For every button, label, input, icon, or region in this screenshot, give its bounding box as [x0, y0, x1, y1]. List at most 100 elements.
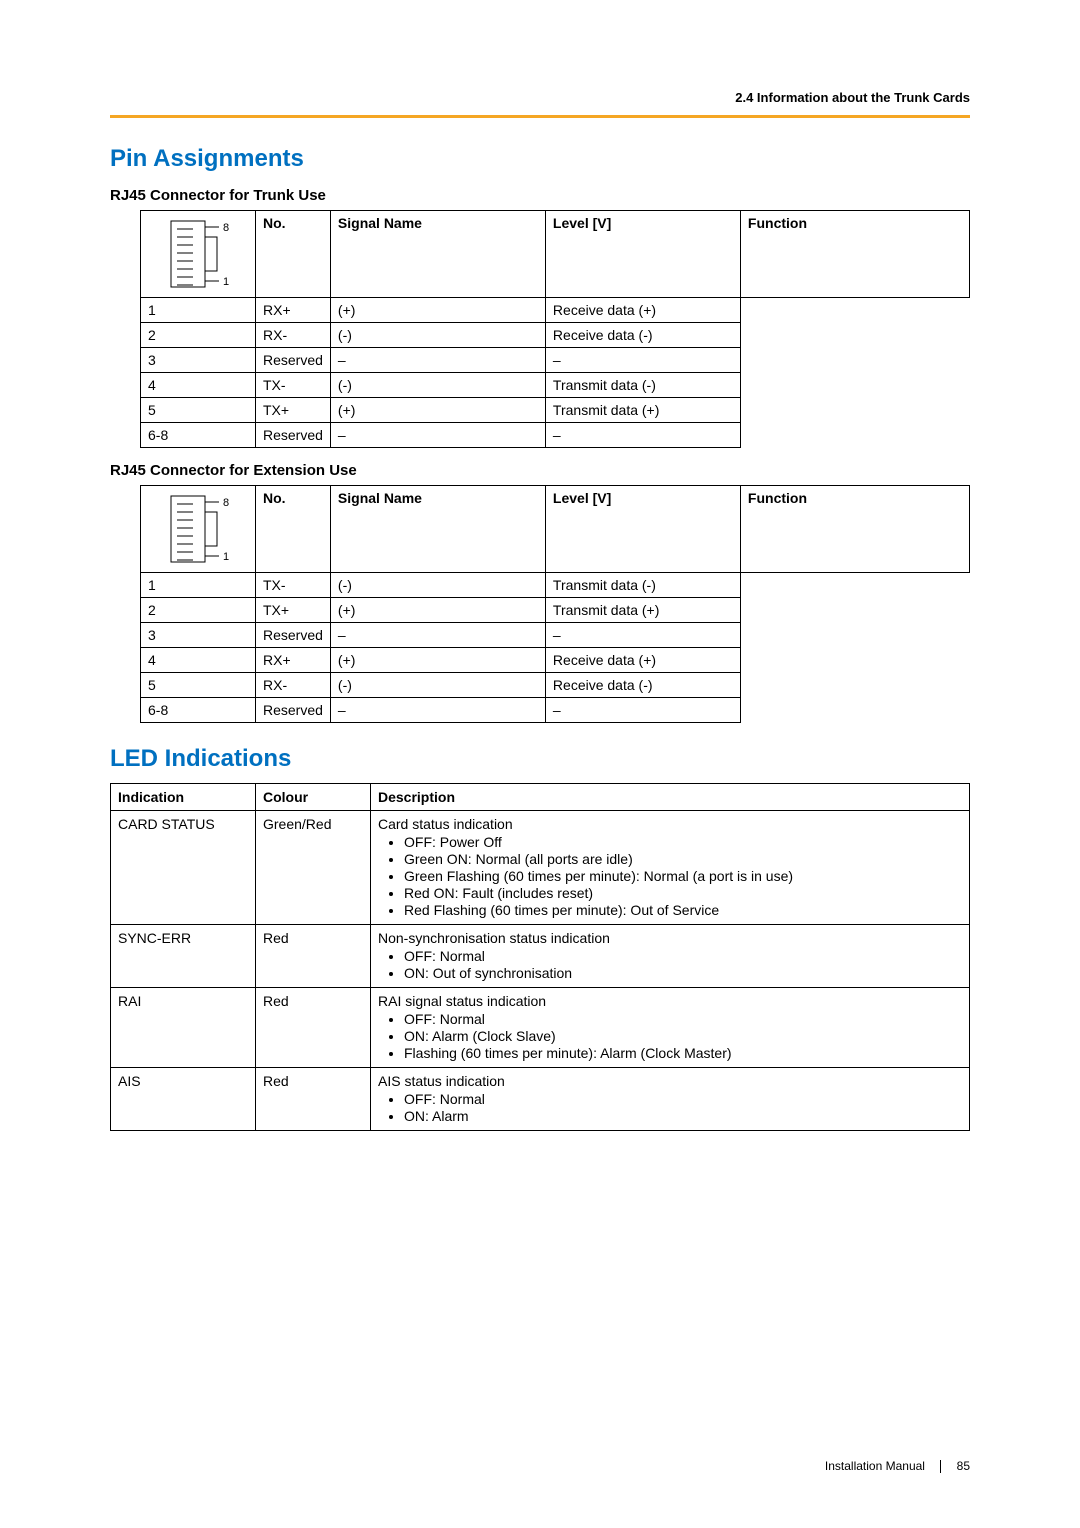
col-level: Level [V] — [545, 211, 740, 298]
cell-function: – — [545, 623, 740, 648]
cell-level: (-) — [330, 323, 545, 348]
list-item: OFF: Normal — [404, 1091, 962, 1107]
cell-level: – — [330, 698, 545, 723]
trunk-table-caption: RJ45 Connector for Trunk Use — [110, 187, 970, 204]
cell-function: Receive data (-) — [545, 673, 740, 698]
list-item: Red Flashing (60 times per minute): Out … — [404, 902, 962, 918]
cell-indication: CARD STATUS — [111, 811, 256, 925]
col-no: No. — [256, 211, 331, 298]
cell-level: (-) — [330, 573, 545, 598]
cell-indication: AIS — [111, 1068, 256, 1131]
list-item: Flashing (60 times per minute): Alarm (C… — [404, 1045, 962, 1061]
col-colour: Colour — [256, 784, 371, 811]
page-footer: Installation Manual 85 — [825, 1459, 970, 1473]
col-indication: Indication — [111, 784, 256, 811]
cell-indication: RAI — [111, 988, 256, 1068]
col-function: Function — [740, 211, 969, 298]
cell-no: 6-8 — [141, 423, 256, 448]
cell-colour: Green/Red — [256, 811, 371, 925]
cell-no: 1 — [141, 573, 256, 598]
table-row: 4 TX- (-) Transmit data (-) — [141, 373, 970, 398]
cell-function: Receive data (+) — [545, 298, 740, 323]
cell-level: (-) — [330, 673, 545, 698]
extension-pin-table: 8 1 No. Signal Name Level [V] Function 1… — [140, 485, 970, 723]
cell-no: 5 — [141, 398, 256, 423]
cell-signal: RX- — [256, 323, 331, 348]
table-row: 4 RX+ (+) Receive data (+) — [141, 648, 970, 673]
trunk-pin-table: 8 1 No. Signal Name Level [V] Function 1… — [140, 210, 970, 448]
cell-no: 4 — [141, 373, 256, 398]
svg-text:1: 1 — [223, 276, 229, 288]
cell-no: 5 — [141, 673, 256, 698]
cell-level: (+) — [330, 648, 545, 673]
cell-function: Transmit data (-) — [545, 573, 740, 598]
cell-level: (+) — [330, 298, 545, 323]
svg-text:8: 8 — [223, 497, 229, 509]
table-row: 2 RX- (-) Receive data (-) — [141, 323, 970, 348]
cell-no: 1 — [141, 298, 256, 323]
cell-signal: Reserved — [256, 623, 331, 648]
svg-text:1: 1 — [223, 551, 229, 563]
cell-no: 6-8 — [141, 698, 256, 723]
table-row: CARD STATUS Green/Red Card status indica… — [111, 811, 970, 925]
list-item: OFF: Power Off — [404, 834, 962, 850]
cell-signal: TX- — [256, 573, 331, 598]
cell-no: 3 — [141, 623, 256, 648]
footer-manual: Installation Manual — [825, 1459, 925, 1473]
list-item: OFF: Normal — [404, 1011, 962, 1027]
list-item: Green Flashing (60 times per minute): No… — [404, 868, 962, 884]
cell-description: Card status indication OFF: Power OffGre… — [371, 811, 970, 925]
cell-signal: TX+ — [256, 398, 331, 423]
cell-colour: Red — [256, 925, 371, 988]
col-no: No. — [256, 486, 331, 573]
col-function: Function — [740, 486, 969, 573]
cell-no: 2 — [141, 323, 256, 348]
list-item: Green ON: Normal (all ports are idle) — [404, 851, 962, 867]
cell-level: – — [330, 423, 545, 448]
col-signal: Signal Name — [330, 211, 545, 298]
cell-no: 3 — [141, 348, 256, 373]
list-item: ON: Alarm — [404, 1108, 962, 1124]
table-row: 1 TX- (-) Transmit data (-) — [141, 573, 970, 598]
table-row: AIS Red AIS status indication OFF: Norma… — [111, 1068, 970, 1131]
table-row: SYNC-ERR Red Non-synchronisation status … — [111, 925, 970, 988]
cell-level: (+) — [330, 398, 545, 423]
col-description: Description — [371, 784, 970, 811]
led-table: Indication Colour Description CARD STATU… — [110, 783, 970, 1131]
cell-signal: Reserved — [256, 348, 331, 373]
cell-level: (+) — [330, 598, 545, 623]
table-row: 1 RX+ (+) Receive data (+) — [141, 298, 970, 323]
list-item: Red ON: Fault (includes reset) — [404, 885, 962, 901]
list-item: ON: Alarm (Clock Slave) — [404, 1028, 962, 1044]
section-header: 2.4 Information about the Trunk Cards — [735, 90, 970, 105]
cell-description: RAI signal status indication OFF: Normal… — [371, 988, 970, 1068]
cell-signal: RX+ — [256, 648, 331, 673]
cell-level: (-) — [330, 373, 545, 398]
table-row: 6-8 Reserved – – — [141, 698, 970, 723]
table-row: 2 TX+ (+) Transmit data (+) — [141, 598, 970, 623]
cell-function: – — [545, 698, 740, 723]
cell-function: Receive data (+) — [545, 648, 740, 673]
cell-no: 2 — [141, 598, 256, 623]
cell-function: – — [545, 348, 740, 373]
cell-function: Receive data (-) — [545, 323, 740, 348]
cell-function: – — [545, 423, 740, 448]
table-row: 5 TX+ (+) Transmit data (+) — [141, 398, 970, 423]
cell-indication: SYNC-ERR — [111, 925, 256, 988]
cell-signal: TX- — [256, 373, 331, 398]
col-level: Level [V] — [545, 486, 740, 573]
list-item: OFF: Normal — [404, 948, 962, 964]
cell-level: – — [330, 348, 545, 373]
cell-function: Transmit data (+) — [545, 398, 740, 423]
table-row: 6-8 Reserved – – — [141, 423, 970, 448]
cell-description: AIS status indication OFF: NormalON: Ala… — [371, 1068, 970, 1131]
table-row: 5 RX- (-) Receive data (-) — [141, 673, 970, 698]
header-rule — [110, 115, 970, 118]
cell-level: – — [330, 623, 545, 648]
pin-assignments-heading: Pin Assignments — [110, 145, 970, 173]
rj45-diagram-extension: 8 1 — [141, 486, 256, 573]
footer-page-number: 85 — [957, 1459, 970, 1473]
cell-signal: TX+ — [256, 598, 331, 623]
cell-signal: Reserved — [256, 423, 331, 448]
cell-signal: RX- — [256, 673, 331, 698]
